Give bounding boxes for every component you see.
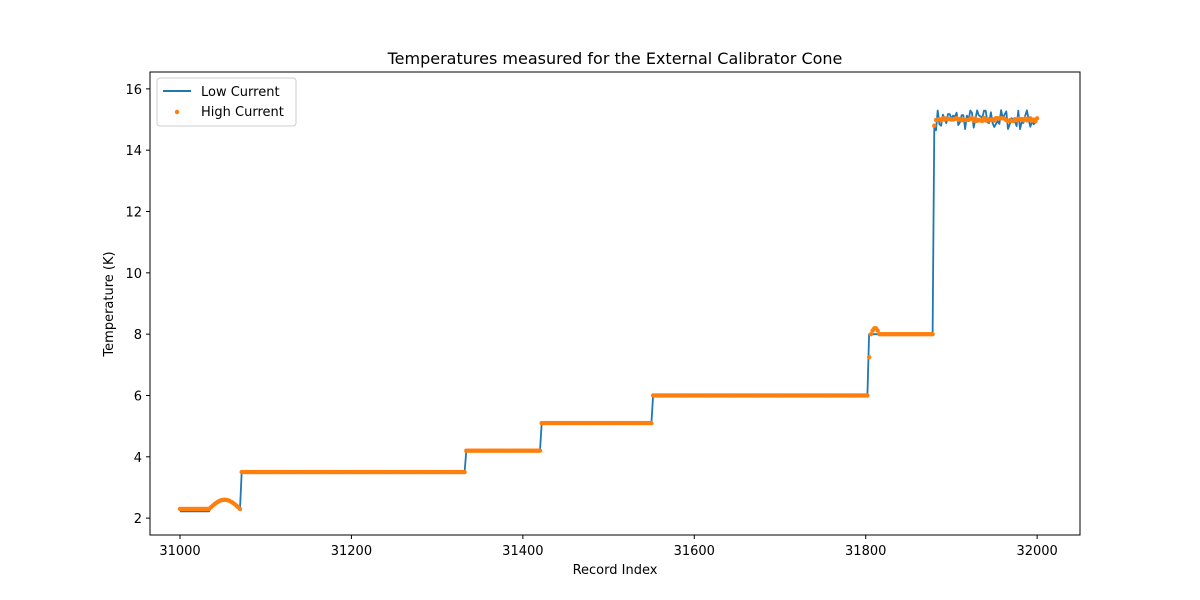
x-tick-label: 31200	[331, 544, 372, 559]
data-point	[237, 506, 243, 512]
data-point	[1034, 116, 1040, 121]
data-point	[866, 355, 872, 360]
y-tick-label: 6	[134, 389, 142, 404]
data-point	[868, 332, 874, 337]
plot-area	[177, 109, 1040, 513]
legend: Low Current High Current	[156, 77, 297, 127]
data-point	[462, 469, 467, 475]
legend-label-high-current: High Current	[201, 105, 284, 120]
y-axis-label: Temperature (K)	[102, 251, 117, 357]
x-axis-label: Record Index	[573, 563, 658, 578]
y-tick-label: 8	[134, 328, 142, 343]
y-tick-label: 4	[134, 451, 142, 466]
legend-swatch-high-current	[174, 109, 180, 115]
data-point	[649, 420, 654, 426]
x-tick-label: 31600	[674, 544, 715, 559]
axes: 31000 31200 31400 31600 31800 32000 2 4 6 8 10 12 14…	[125, 71, 1081, 559]
x-tick-label: 32000	[1016, 544, 1057, 559]
x-tick-label: 31000	[159, 544, 200, 559]
data-point	[865, 393, 870, 398]
y-tick-label: 14	[125, 144, 142, 159]
y-tick-label: 10	[125, 267, 142, 282]
plot-frame	[149, 71, 1081, 536]
y-tick-label: 16	[125, 83, 142, 98]
chart-title: Temperatures measured for the External C…	[387, 49, 843, 68]
data-point	[930, 332, 935, 337]
x-tick-label: 31400	[502, 544, 543, 559]
legend-frame	[156, 77, 297, 127]
y-tick-label: 2	[134, 512, 142, 527]
data-point	[537, 448, 543, 453]
series-high-current	[177, 115, 1040, 512]
data-point	[875, 328, 880, 333]
x-tick-label: 31800	[845, 544, 886, 559]
legend-label-low-current: Low Current	[201, 85, 280, 100]
data-point	[932, 123, 937, 128]
y-tick-label: 12	[125, 206, 142, 221]
